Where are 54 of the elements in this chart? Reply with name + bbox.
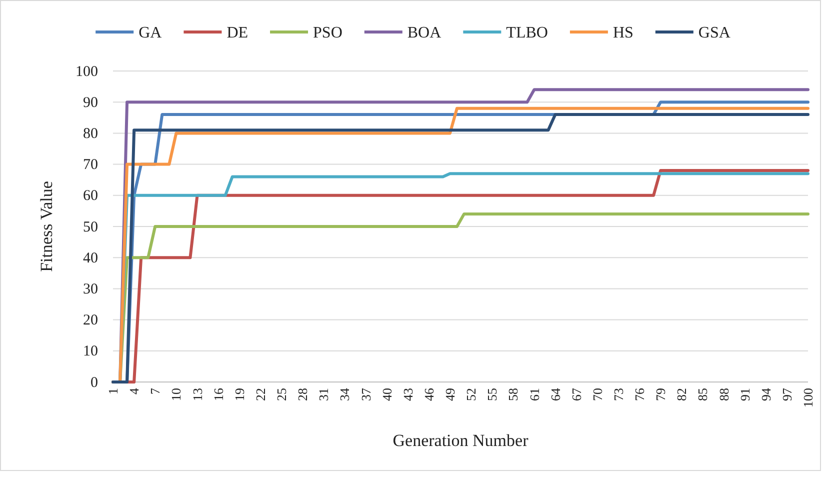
x-tick-label: 37 [358,388,374,401]
x-tick-label: 58 [506,388,521,401]
x-tick-label: 67 [568,388,584,401]
x-tick-label: 40 [379,388,394,401]
x-tick-label: 25 [274,388,290,401]
x-tick-label: 28 [295,388,310,401]
y-tick-label: 30 [83,282,98,298]
legend-label: PSO [313,24,342,42]
y-tick-label: 50 [83,219,98,236]
x-tick-label: 49 [442,388,458,401]
x-tick-label: 70 [590,388,605,401]
x-tick-label: 7 [148,388,163,394]
legend-label: GSA [698,24,731,42]
x-tick-label: 61 [526,388,542,401]
y-tick-label: 40 [83,250,98,266]
x-tick-label: 46 [421,388,436,401]
x-tick-label: 76 [632,388,648,401]
x-tick-label: 97 [779,388,794,401]
y-tick-label: 100 [76,64,98,80]
x-tick-label: 94 [758,388,774,401]
x-tick-label: 52 [464,388,479,401]
x-tick-label: 43 [400,388,416,401]
x-tick-label: 73 [611,388,626,401]
y-tick-label: 70 [83,157,98,174]
legend-label: TLBO [506,24,548,42]
x-tick-label: 10 [168,388,184,401]
y-tick-label: 0 [90,374,98,391]
legend-label: DE [226,24,248,42]
y-tick-label: 20 [83,312,98,329]
x-tick-label: 13 [190,388,205,401]
legend-label: BOA [407,24,442,42]
x-tick-label: 19 [232,388,247,401]
x-tick-label: 55 [484,388,500,401]
x-tick-label: 16 [210,388,226,401]
x-tick-label: 82 [674,388,690,401]
x-tick-label: 4 [126,388,142,394]
x-tick-label: 64 [548,388,563,401]
x-tick-label: 91 [737,388,752,401]
y-tick-label: 60 [83,188,98,204]
x-tick-label: 100 [800,388,816,408]
x-tick-label: 85 [695,388,710,401]
y-tick-label: 90 [83,94,98,111]
x-tick-label: 31 [316,388,332,401]
x-tick-label: 22 [252,388,268,401]
x-tick-label: 88 [716,388,732,401]
y-tick-label: 10 [83,344,98,360]
legend-label: HS [612,24,634,42]
x-axis-title: Generation Number [392,431,529,450]
x-tick-label: 34 [337,388,352,401]
y-axis-title: Fitness Value [37,181,56,272]
x-tick-label: 1 [106,388,121,394]
x-tick-label: 79 [653,388,668,401]
y-tick-label: 80 [83,126,98,142]
legend-label: GA [138,24,162,42]
